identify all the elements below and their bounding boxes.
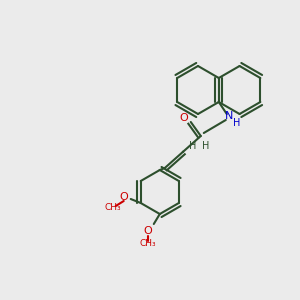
Text: O: O (179, 113, 188, 123)
Text: O: O (119, 192, 128, 202)
Text: H: H (233, 118, 241, 128)
Text: O: O (143, 226, 152, 236)
Text: N: N (225, 111, 233, 121)
Text: CH₃: CH₃ (104, 202, 121, 211)
Text: CH₃: CH₃ (140, 239, 156, 248)
Text: H: H (189, 141, 196, 151)
Text: H: H (202, 141, 209, 151)
